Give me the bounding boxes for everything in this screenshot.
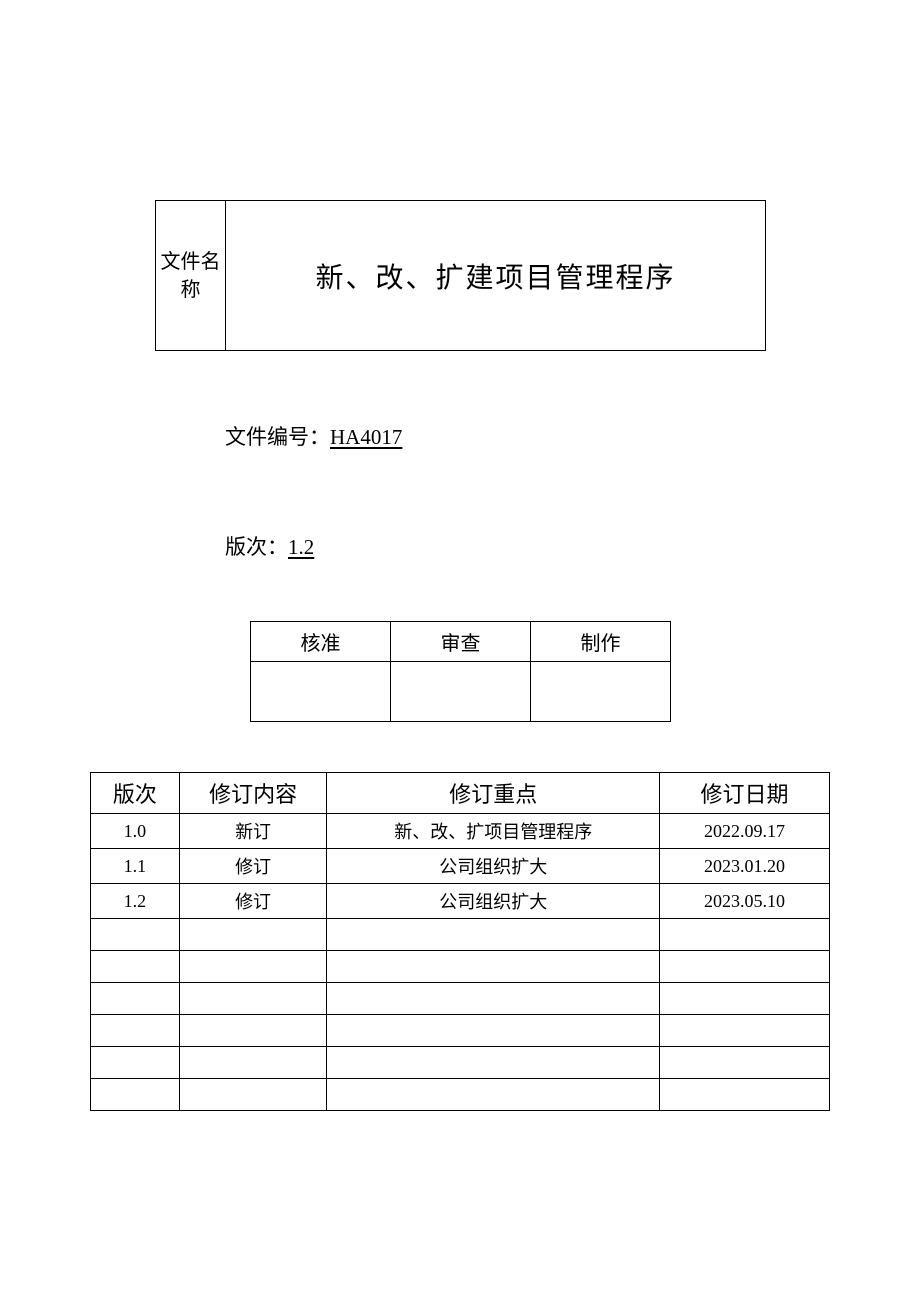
title-label-line1: 文件名: [161, 251, 221, 273]
table-row: [91, 1015, 830, 1047]
revision-cell-date: 2023.05.10: [660, 884, 830, 919]
revision-cell-content: 修订: [179, 884, 327, 919]
revision-cell-content: 新订: [179, 814, 327, 849]
version-label: 版次：: [225, 535, 288, 559]
approval-header-approve: 核准: [251, 622, 391, 662]
table-row: [91, 983, 830, 1015]
document-number-row: 文件编号：HA4017: [225, 421, 830, 451]
approval-header-create: 制作: [531, 622, 671, 662]
revision-cell-version: 1.0: [91, 814, 180, 849]
revision-cell-point: 新、改、扩项目管理程序: [327, 814, 660, 849]
revision-cell-date: 2023.01.20: [660, 849, 830, 884]
revision-cell-point: [327, 951, 660, 983]
version-value: 1.2: [288, 535, 314, 559]
version-row: 版次：1.2: [225, 531, 830, 561]
revision-cell-content: [179, 951, 327, 983]
revision-cell-version: 1.1: [91, 849, 180, 884]
revision-cell-date: [660, 983, 830, 1015]
table-row: [91, 1047, 830, 1079]
table-row: [91, 919, 830, 951]
revision-cell-point: [327, 1047, 660, 1079]
revision-cell-version: [91, 919, 180, 951]
title-block-table: 文件名 称 新、改、扩建项目管理程序: [155, 200, 766, 351]
approval-header-row: 核准 审查 制作: [251, 622, 671, 662]
revision-cell-content: [179, 1079, 327, 1111]
approval-cell-approve: [251, 662, 391, 722]
table-row: 1.0 新订 新、改、扩项目管理程序 2022.09.17: [91, 814, 830, 849]
revision-cell-point: 公司组织扩大: [327, 884, 660, 919]
table-row: 1.1 修订 公司组织扩大 2023.01.20: [91, 849, 830, 884]
revision-header-content: 修订内容: [179, 773, 327, 814]
revision-header-point: 修订重点: [327, 773, 660, 814]
revision-cell-content: [179, 919, 327, 951]
revision-cell-point: [327, 1015, 660, 1047]
revision-cell-version: [91, 1015, 180, 1047]
table-row: [91, 1079, 830, 1111]
table-row: 1.2 修订 公司组织扩大 2023.05.10: [91, 884, 830, 919]
revision-cell-version: [91, 1079, 180, 1111]
revision-cell-date: [660, 951, 830, 983]
revision-cell-date: [660, 1015, 830, 1047]
revision-header-row: 版次 修订内容 修订重点 修订日期: [91, 773, 830, 814]
revision-header-version: 版次: [91, 773, 180, 814]
revision-cell-content: [179, 1015, 327, 1047]
approval-table: 核准 审查 制作: [250, 621, 671, 722]
title-label-cell: 文件名 称: [156, 201, 226, 351]
revision-cell-version: [91, 1047, 180, 1079]
approval-cell-review: [391, 662, 531, 722]
revision-cell-point: [327, 1079, 660, 1111]
revision-cell-version: [91, 983, 180, 1015]
revision-cell-content: 修订: [179, 849, 327, 884]
document-page: 文件名 称 新、改、扩建项目管理程序 文件编号：HA4017 版次：1.2 核准…: [0, 0, 920, 1111]
revision-cell-date: 2022.09.17: [660, 814, 830, 849]
revision-cell-version: [91, 951, 180, 983]
revision-cell-point: [327, 983, 660, 1015]
document-number-label: 文件编号：: [225, 425, 330, 449]
revision-cell-date: [660, 1079, 830, 1111]
revision-cell-version: 1.2: [91, 884, 180, 919]
revision-cell-date: [660, 1047, 830, 1079]
approval-body-row: [251, 662, 671, 722]
revision-header-date: 修订日期: [660, 773, 830, 814]
revision-history-table: 版次 修订内容 修订重点 修订日期 1.0 新订 新、改、扩项目管理程序 202…: [90, 772, 830, 1111]
table-row: [91, 951, 830, 983]
revision-cell-point: 公司组织扩大: [327, 849, 660, 884]
revision-cell-content: [179, 1047, 327, 1079]
approval-cell-create: [531, 662, 671, 722]
revision-cell-point: [327, 919, 660, 951]
document-title: 新、改、扩建项目管理程序: [226, 201, 766, 351]
approval-header-review: 审查: [391, 622, 531, 662]
title-label-line2: 称: [181, 279, 201, 301]
document-number-value: HA4017: [330, 425, 402, 449]
revision-cell-date: [660, 919, 830, 951]
revision-cell-content: [179, 983, 327, 1015]
